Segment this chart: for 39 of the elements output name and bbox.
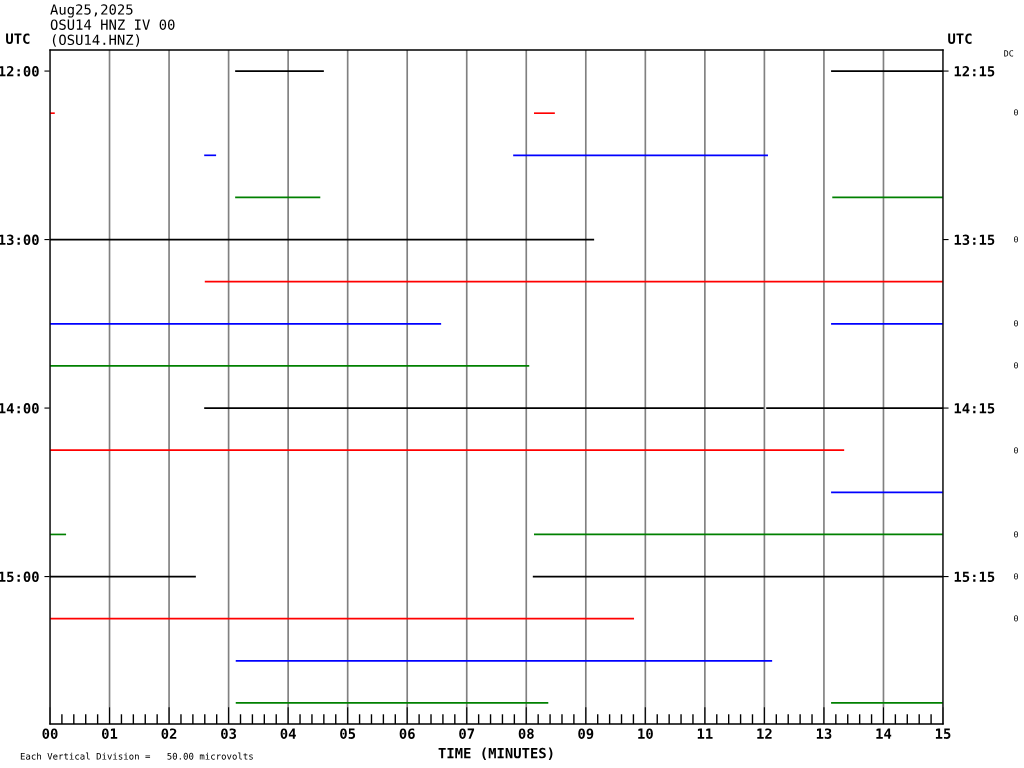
y2-tick-label: 14:15 (954, 403, 995, 414)
text: 0 (1014, 362, 1018, 369)
y-tick-label: 15:00 (0, 571, 39, 583)
text: Each Vertical Division = 50.00 microvolts (20, 752, 253, 760)
y-tick-label: 12:00 (0, 66, 39, 77)
chart-subtitle: OSU14 HNZ IV 00 (OSU14.HNZ) (50, 19, 175, 47)
y-tick-label: 13:00 (0, 234, 39, 246)
x-axis-title: TIME (MINUTES) (438, 747, 553, 760)
x-tick-label: 01 (102, 728, 118, 739)
chart-title: Aug25,2025 (50, 4, 133, 18)
text: 0 (1014, 320, 1018, 327)
x-tick-label: 13 (816, 728, 832, 739)
x-tick-label: 15 (935, 728, 951, 739)
x-tick-label: 14 (876, 728, 892, 739)
y3-axis-title: DC (1004, 50, 1014, 57)
x-tick-label: 06 (399, 728, 415, 739)
text: 0 (1014, 615, 1018, 622)
text: 0 (1014, 573, 1018, 580)
x-tick-label: 03 (221, 728, 237, 739)
y-tick-label: 14:00 (0, 403, 39, 414)
x-tick-label: 11 (697, 728, 713, 739)
text: 0 (1014, 236, 1018, 243)
x-tick-label: 02 (161, 728, 177, 739)
x-tick-label: 10 (638, 728, 653, 739)
x-tick-label: 08 (518, 728, 534, 739)
x-tick-label: 09 (578, 728, 594, 739)
text: 0 (1014, 109, 1018, 116)
y2-axis-title: UTC (948, 33, 972, 44)
y-axis-title: UTC (6, 33, 30, 44)
x-tick-label: 00 (42, 728, 58, 739)
x-tick-label: 05 (340, 728, 356, 739)
x-tick-label: 04 (280, 728, 296, 739)
y2-tick-label: 15:15 (954, 571, 995, 583)
y2-tick-label: 13:15 (954, 234, 995, 246)
text: 0 (1014, 531, 1018, 538)
x-tick-label: 12 (757, 728, 772, 739)
text: 0 (1014, 447, 1018, 454)
x-tick-label: 07 (459, 728, 475, 739)
y2-tick-label: 12:15 (954, 66, 995, 77)
